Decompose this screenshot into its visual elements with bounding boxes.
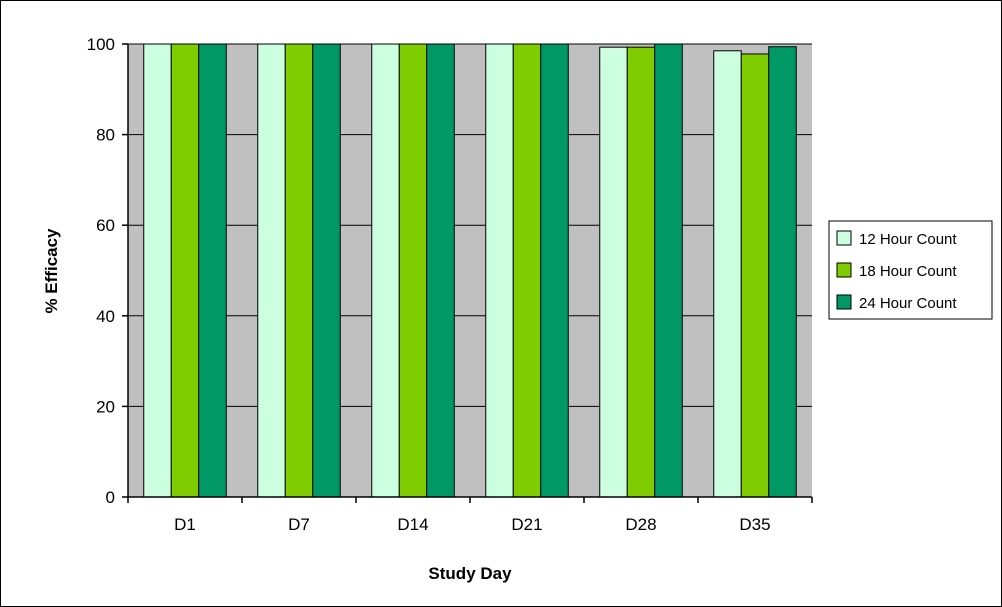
bar [626, 46, 656, 498]
legend-label: 24 Hour Count [859, 295, 957, 312]
x-tick-label: D1 [174, 515, 196, 534]
plot-area [128, 44, 812, 497]
legend-label: 12 Hour Count [859, 231, 957, 248]
x-tick-label: D28 [625, 515, 656, 534]
bars [143, 43, 797, 498]
legend: 12 Hour Count 18 Hour Count 24 Hour Count [828, 220, 993, 320]
bar [170, 43, 200, 498]
bar [198, 43, 227, 498]
bar [768, 46, 797, 498]
gridlines [128, 43, 812, 407]
bar [284, 43, 314, 498]
y-axis-ticks: 0 20 40 60 80 100 [87, 35, 128, 507]
bar [312, 43, 341, 498]
bar [599, 46, 628, 498]
y-tick-label: 20 [96, 397, 115, 416]
bar [654, 43, 683, 498]
legend-box [828, 220, 993, 320]
y-tick-label: 60 [96, 216, 115, 235]
x-tick-label: D35 [739, 515, 770, 534]
bar [257, 43, 286, 498]
bar [398, 43, 428, 498]
y-tick-label: 0 [106, 488, 115, 507]
legend-swatch [836, 294, 852, 310]
legend-swatch [836, 262, 852, 278]
y-axis-title: % Efficacy [42, 228, 61, 314]
x-tick-label: D7 [288, 515, 310, 534]
y-tick-label: 80 [96, 126, 115, 145]
legend-label: 18 Hour Count [859, 263, 957, 280]
x-axis-ticks: D1 D7 D14 D21 D28 D35 [127, 497, 813, 534]
bar [485, 43, 514, 498]
bar [740, 53, 770, 498]
bar [540, 43, 569, 498]
bar [371, 43, 400, 498]
legend-swatch [836, 230, 852, 246]
bar [713, 50, 742, 498]
y-tick-label: 40 [96, 307, 115, 326]
x-tick-label: D21 [511, 515, 542, 534]
legend-items: 12 Hour Count 18 Hour Count 24 Hour Count [836, 230, 957, 312]
y-tick-label: 100 [87, 35, 115, 54]
bar [426, 43, 455, 498]
bar [143, 43, 172, 498]
bar [512, 43, 542, 498]
x-axis-title: Study Day [428, 564, 512, 583]
x-tick-label: D14 [397, 515, 428, 534]
